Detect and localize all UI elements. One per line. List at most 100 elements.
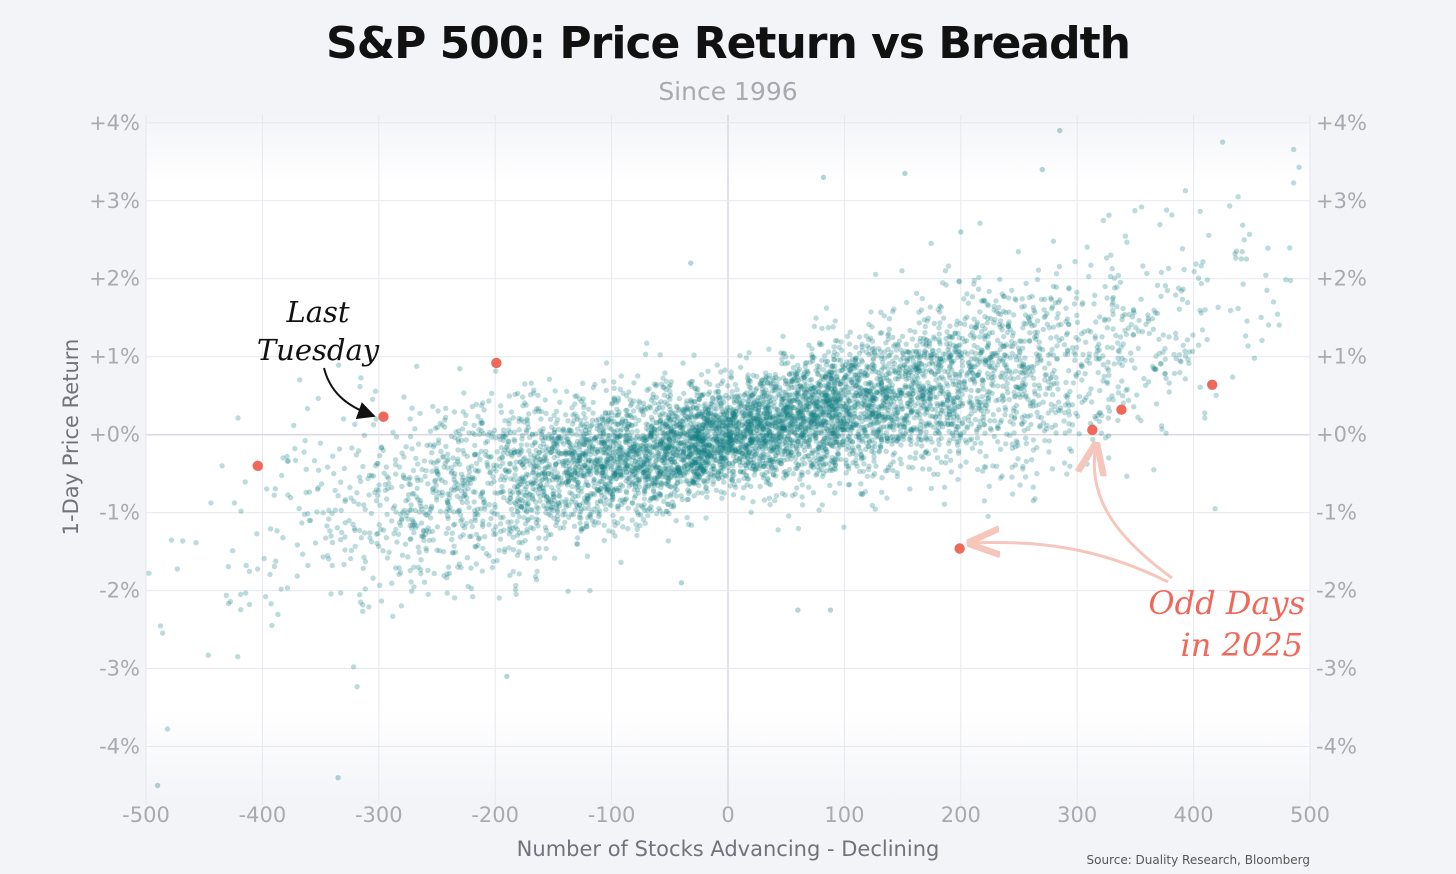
scatter-point bbox=[292, 457, 299, 463]
scatter-point bbox=[421, 537, 427, 544]
scatter-point bbox=[806, 400, 812, 406]
scatter-point bbox=[884, 410, 891, 417]
scatter-point bbox=[1157, 221, 1163, 228]
scatter-point bbox=[379, 444, 385, 450]
scatter-point bbox=[922, 330, 928, 336]
scatter-point bbox=[393, 434, 400, 440]
scatter-point bbox=[484, 438, 491, 444]
scatter-point bbox=[273, 558, 279, 564]
scatter-point bbox=[919, 393, 926, 399]
scatter-point bbox=[616, 446, 623, 452]
scatter-point bbox=[717, 461, 723, 468]
scatter-point bbox=[810, 399, 816, 405]
scatter-point bbox=[601, 537, 607, 544]
scatter-point bbox=[338, 507, 344, 513]
scatter-point bbox=[657, 352, 663, 358]
scatter-point bbox=[1022, 435, 1029, 441]
scatter-point bbox=[1023, 280, 1029, 287]
scatter-point bbox=[943, 460, 949, 466]
scatter-point bbox=[1068, 448, 1075, 454]
scatter-point bbox=[749, 435, 755, 441]
scatter-point bbox=[641, 440, 647, 446]
scatter-point bbox=[1115, 384, 1121, 390]
scatter-point bbox=[677, 469, 683, 475]
scatter-point bbox=[471, 452, 478, 458]
scatter-point bbox=[279, 472, 285, 479]
scatter-point bbox=[729, 415, 736, 422]
scatter-point bbox=[579, 485, 585, 491]
scatter-point bbox=[1048, 296, 1055, 303]
scatter-point bbox=[1197, 384, 1203, 390]
scatter-point bbox=[829, 402, 835, 409]
scatter-point bbox=[979, 323, 986, 329]
scatter-point bbox=[382, 487, 389, 494]
scatter-point bbox=[804, 396, 810, 402]
scatter-point bbox=[414, 523, 420, 529]
scatter-point bbox=[862, 373, 868, 379]
scatter-point bbox=[446, 495, 452, 501]
scatter-point bbox=[554, 509, 561, 515]
scatter-point bbox=[890, 308, 896, 315]
scatter-point bbox=[566, 477, 573, 483]
scatter-point bbox=[822, 393, 828, 399]
scatter-point bbox=[300, 551, 306, 557]
scatter-point bbox=[770, 413, 776, 420]
scatter-point bbox=[922, 323, 928, 330]
scatter-point bbox=[428, 459, 434, 465]
scatter-point bbox=[318, 481, 325, 487]
scatter-point bbox=[1078, 363, 1085, 369]
scatter-point bbox=[713, 428, 720, 434]
scatter-point bbox=[1080, 300, 1086, 306]
scatter-point bbox=[1100, 217, 1107, 224]
scatter-point bbox=[619, 483, 626, 489]
scatter-point bbox=[357, 383, 363, 390]
scatter-point bbox=[820, 453, 827, 459]
scatter-point bbox=[352, 421, 358, 427]
scatter-point bbox=[1090, 436, 1096, 443]
scatter-point bbox=[733, 454, 740, 460]
scatter-point bbox=[725, 440, 731, 446]
scatter-point bbox=[508, 409, 515, 415]
scatter-point bbox=[832, 435, 839, 442]
scatter-point bbox=[998, 373, 1004, 379]
scatter-point bbox=[585, 471, 591, 477]
scatter-point bbox=[693, 424, 699, 430]
scatter-point bbox=[472, 543, 478, 550]
scatter-point bbox=[686, 417, 693, 423]
scatter-point bbox=[698, 463, 705, 469]
scatter-point bbox=[1084, 461, 1090, 467]
scatter-point bbox=[714, 402, 721, 408]
scatter-point bbox=[543, 410, 549, 417]
scatter-point bbox=[407, 416, 413, 422]
scatter-point bbox=[442, 417, 448, 423]
scatter-point bbox=[809, 462, 815, 469]
scatter-point bbox=[1135, 414, 1141, 420]
scatter-point bbox=[845, 440, 852, 446]
scatter-point bbox=[562, 462, 569, 468]
scatter-point bbox=[608, 478, 614, 484]
scatter-point bbox=[377, 453, 383, 459]
scatter-point bbox=[1263, 272, 1269, 278]
scatter-point bbox=[913, 450, 919, 456]
scatter-point bbox=[772, 419, 779, 426]
scatter-point bbox=[872, 271, 879, 278]
scatter-point bbox=[808, 400, 814, 406]
scatter-point bbox=[723, 415, 729, 421]
scatter-point bbox=[420, 534, 427, 540]
scatter-point bbox=[503, 474, 509, 481]
scatter-point bbox=[193, 540, 199, 546]
scatter-point bbox=[1008, 338, 1015, 345]
scatter-point bbox=[1011, 312, 1017, 318]
scatter-point bbox=[506, 393, 513, 399]
scatter-point bbox=[743, 432, 749, 438]
scatter-point bbox=[803, 423, 809, 430]
scatter-point bbox=[589, 468, 595, 474]
scatter-point bbox=[574, 393, 580, 399]
scatter-point bbox=[908, 410, 915, 416]
scatter-point bbox=[828, 375, 834, 382]
scatter-point bbox=[550, 500, 556, 507]
scatter-point bbox=[1171, 370, 1178, 377]
scatter-point bbox=[580, 436, 586, 443]
scatter-point bbox=[1030, 364, 1037, 370]
scatter-point bbox=[993, 463, 1000, 469]
